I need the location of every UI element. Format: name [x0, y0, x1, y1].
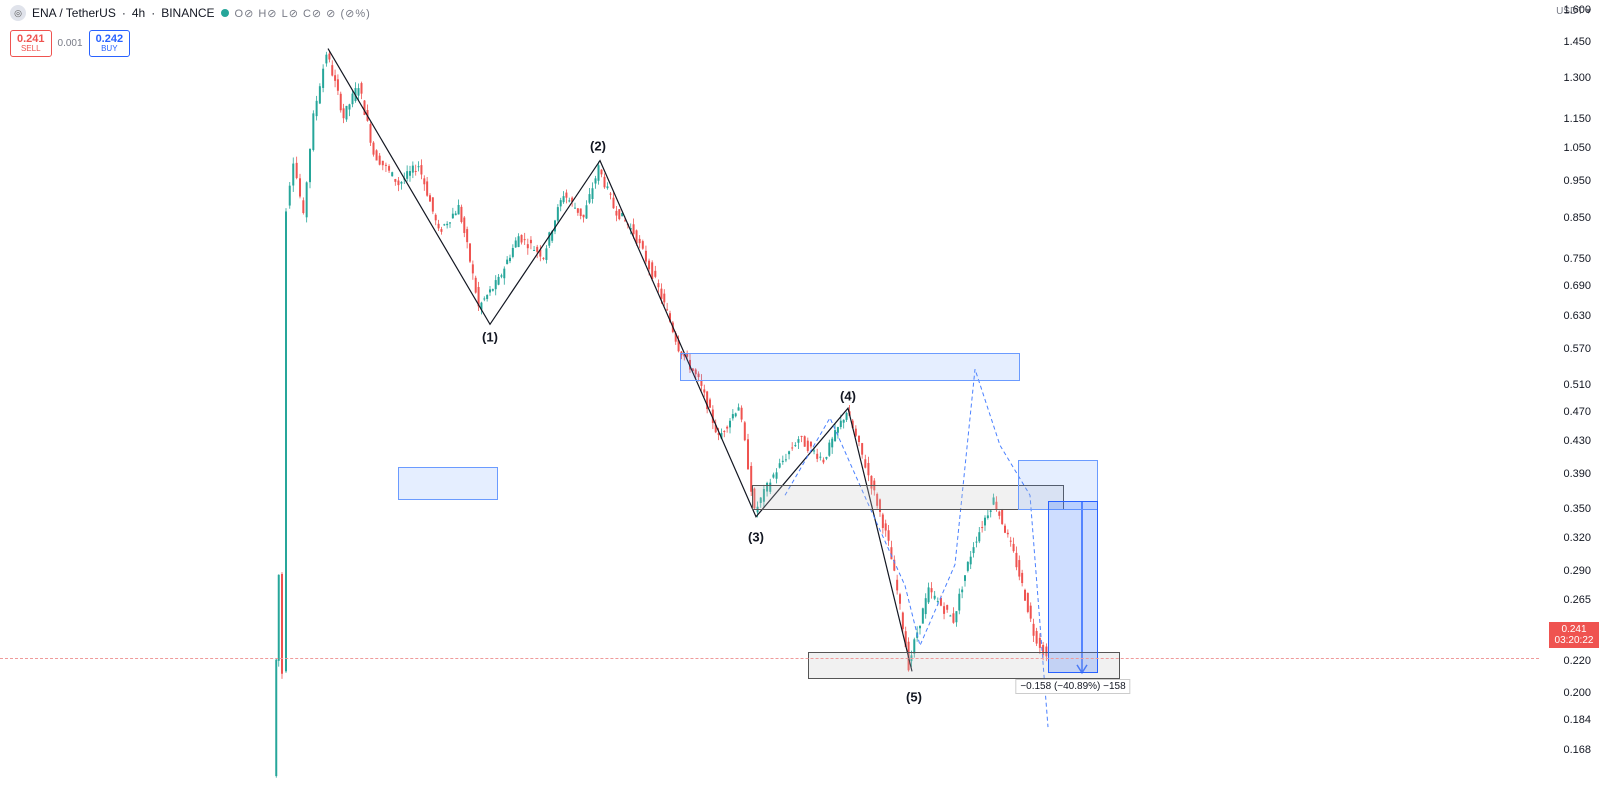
y-tick: 0.350 [1563, 503, 1591, 515]
dot-sep: · [151, 6, 155, 20]
y-tick: 0.220 [1563, 655, 1591, 667]
y-tick: 1.050 [1563, 142, 1591, 154]
interval[interactable]: 4h [132, 6, 145, 20]
y-tick: 0.265 [1563, 594, 1591, 606]
y-tick: 0.184 [1563, 714, 1591, 726]
price-zone[interactable] [398, 467, 498, 499]
wave-label: (2) [590, 138, 606, 153]
y-tick: 0.690 [1563, 280, 1591, 292]
y-tick: 0.950 [1563, 175, 1591, 187]
y-tick: 0.290 [1563, 565, 1591, 577]
dot-sep: · [122, 6, 126, 20]
symbol-pair[interactable]: ENA / TetherUS [32, 6, 116, 20]
price-chart[interactable]: −0.158 (−40.89%) −158 (1) (2) (3) (4) (5) [0, 26, 1539, 792]
last-price-line [0, 658, 1539, 659]
y-tick: 0.570 [1563, 343, 1591, 355]
y-tick: 0.390 [1563, 468, 1591, 480]
symbol-icon: ◎ [10, 5, 26, 21]
y-tick: 0.168 [1563, 744, 1591, 756]
ohlc-readout: O⊘ H⊘ L⊘ C⊘ ⊘ (⊘%) [235, 7, 371, 20]
price-zone[interactable] [680, 353, 1020, 381]
y-tick: 0.630 [1563, 310, 1591, 322]
chart-header: ◎ ENA / TetherUS · 4h · BINANCE O⊘ H⊘ L⊘… [0, 0, 1599, 26]
y-tick: 1.450 [1563, 36, 1591, 48]
wave-label: (4) [840, 388, 856, 403]
short-position[interactable] [1048, 501, 1098, 673]
exchange: BINANCE [161, 6, 214, 20]
y-tick: 0.430 [1563, 435, 1591, 447]
wave-label: (1) [482, 329, 498, 344]
live-dot-icon [221, 9, 229, 17]
last-price-flag: 0.24103:20:22 [1549, 622, 1599, 648]
y-tick: 0.200 [1563, 687, 1591, 699]
y-tick: 0.750 [1563, 253, 1591, 265]
y-tick: 1.600 [1563, 4, 1591, 16]
measurement-label: −0.158 (−40.89%) −158 [1015, 679, 1130, 694]
wave-label: (5) [906, 689, 922, 704]
y-tick: 0.850 [1563, 212, 1591, 224]
y-tick: 0.470 [1563, 406, 1591, 418]
y-tick: 1.150 [1563, 113, 1591, 125]
wave-label: (3) [748, 529, 764, 544]
y-tick: 0.510 [1563, 379, 1591, 391]
chart-overlay [0, 26, 1539, 792]
y-tick: 1.300 [1563, 72, 1591, 84]
y-tick: 0.320 [1563, 532, 1591, 544]
y-axis[interactable]: USDT ▾ 1.6001.4501.3001.1501.0500.9500.8… [1539, 0, 1599, 792]
